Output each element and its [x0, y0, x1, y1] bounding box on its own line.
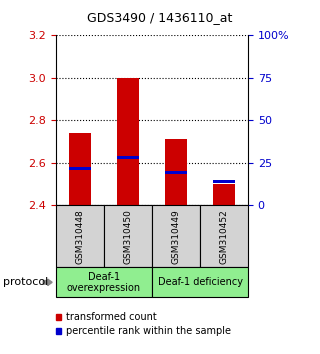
Bar [213, 181, 235, 183]
Bar [117, 78, 139, 205]
Text: percentile rank within the sample: percentile rank within the sample [66, 326, 231, 336]
Bar [69, 133, 91, 205]
Text: GSM310448: GSM310448 [76, 209, 84, 264]
Bar [165, 171, 187, 174]
Text: transformed count: transformed count [66, 312, 157, 322]
Text: protocol: protocol [3, 277, 48, 287]
Text: GSM310450: GSM310450 [124, 209, 132, 264]
Text: GSM310452: GSM310452 [220, 209, 228, 264]
Bar [69, 167, 91, 170]
Bar [117, 156, 139, 159]
Text: Deaf-1 deficiency: Deaf-1 deficiency [157, 277, 243, 287]
Bar [165, 139, 187, 205]
Text: GSM310449: GSM310449 [172, 209, 180, 264]
Text: Deaf-1
overexpression: Deaf-1 overexpression [67, 272, 141, 293]
Text: GDS3490 / 1436110_at: GDS3490 / 1436110_at [87, 11, 233, 24]
Bar [213, 184, 235, 205]
